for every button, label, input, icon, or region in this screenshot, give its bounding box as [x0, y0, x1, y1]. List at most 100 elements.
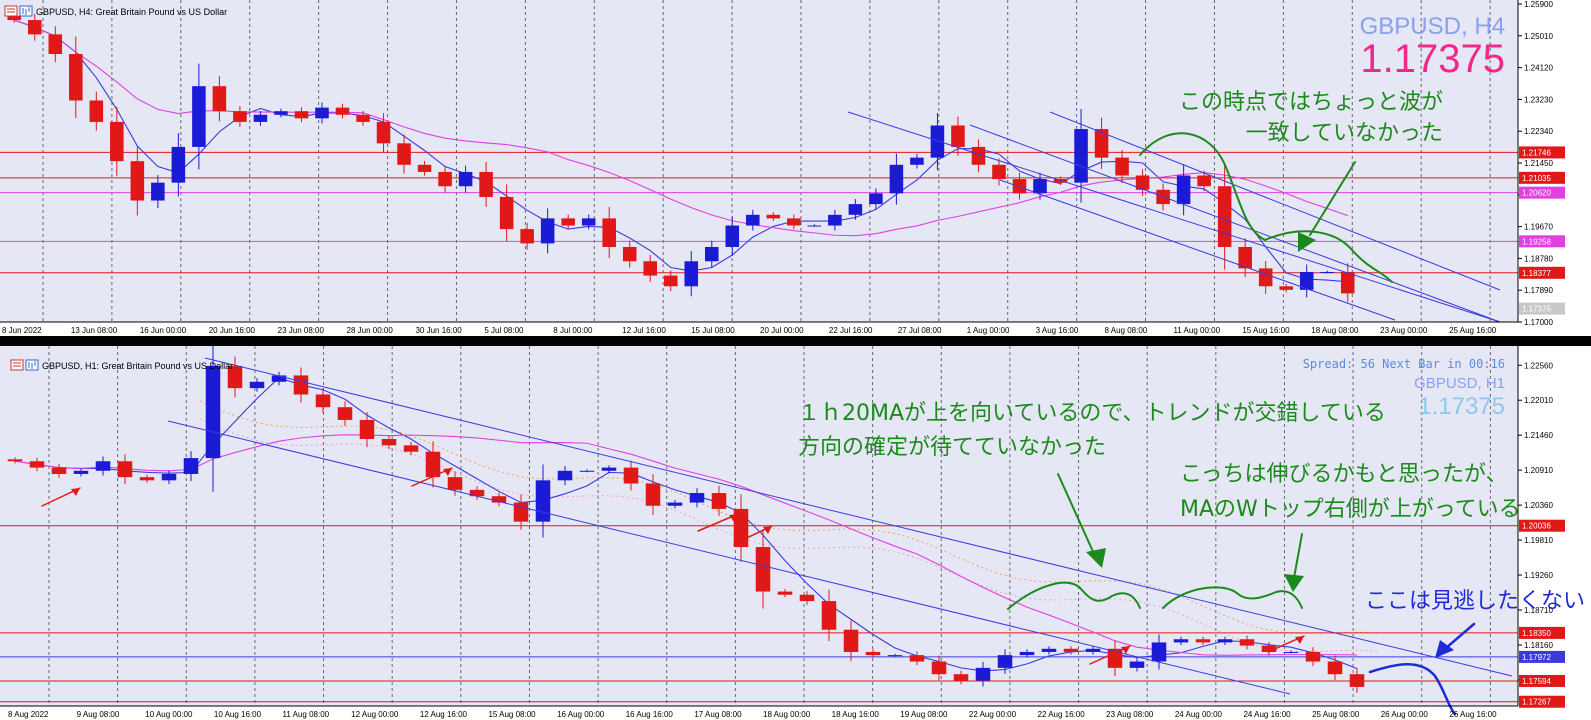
h4-chart-svg[interactable]: 1.25900 1.25010 1.24120 1.23230 1.22340 1.214…	[0, 0, 1591, 336]
candle-body	[403, 445, 419, 452]
y-tick-label: 1.22560	[1524, 361, 1553, 370]
candle-body	[557, 470, 573, 481]
candle-body	[623, 467, 639, 484]
candle-body	[397, 143, 411, 165]
price-level-label: 1.20620	[1522, 189, 1551, 198]
price-level-tag	[1519, 695, 1565, 708]
candle-body	[755, 547, 771, 592]
y-tick-label: 1.20910	[1524, 466, 1553, 475]
candle-body	[777, 591, 793, 595]
candle	[1107, 640, 1123, 676]
candle-body	[479, 171, 493, 197]
candle	[438, 165, 452, 193]
candle	[1197, 170, 1211, 192]
h4-annotation-line2: 一致していなかった	[1246, 121, 1443, 146]
candle-body	[337, 407, 353, 420]
candle	[684, 251, 699, 297]
candle-body	[89, 100, 104, 122]
h4-window-icon[interactable]	[4, 5, 18, 17]
candle-body	[95, 461, 111, 471]
x-tick-label: 5 Jul 08:00	[484, 326, 524, 335]
x-tick-label: 22 Jul 16:00	[829, 326, 873, 335]
candle	[271, 371, 287, 386]
price-level-label: 1.21035	[1522, 174, 1551, 183]
y-tick-label: 1.19810	[1524, 536, 1553, 545]
h1-chart-panel[interactable]: 1.22560 1.22010 1.21460 1.20910 1.20360 1.198…	[0, 346, 1591, 720]
x-tick-label: 8 Jun 2022	[2, 326, 42, 335]
candle	[95, 456, 111, 476]
candle	[1349, 668, 1365, 693]
candle-body	[1217, 639, 1233, 643]
candle-body	[139, 477, 155, 481]
candle-body	[581, 218, 596, 226]
candle	[183, 451, 199, 481]
candle-body	[746, 214, 760, 226]
candle-body	[1320, 271, 1334, 273]
candle	[807, 224, 822, 227]
candle-body	[1176, 175, 1191, 205]
h1-chart-svg[interactable]: 1.22560 1.22010 1.21460 1.20910 1.20360 1.198…	[0, 346, 1591, 720]
candle	[356, 110, 370, 126]
candle	[315, 102, 329, 124]
candle-body	[889, 164, 904, 194]
candle	[1129, 657, 1145, 672]
channel-lower-line[interactable]	[999, 179, 1396, 321]
candle-body	[725, 225, 740, 247]
h1-annotation1-line2: 方向の確定が待てていなかった	[798, 435, 1106, 460]
x-tick-label: 22 Aug 16:00	[1038, 710, 1086, 719]
candle	[1033, 172, 1047, 200]
pointer-arrowhead	[1435, 640, 1454, 658]
candle	[73, 468, 89, 477]
x-tick-label: 11 Aug 08:00	[283, 710, 330, 719]
x-tick-label: 13 Jun 08:00	[71, 326, 118, 335]
wave-sketch-line	[1368, 663, 1457, 716]
candle-body	[417, 164, 432, 172]
h4-trend-channel[interactable]	[847, 111, 1501, 323]
y-tick-label: 1.18710	[1524, 606, 1553, 615]
candle	[337, 401, 353, 426]
h1-trend-channel[interactable]	[167, 357, 1513, 695]
x-tick-label: 12 Aug 16:00	[420, 710, 468, 719]
candle-body	[910, 157, 924, 165]
candle	[469, 486, 485, 500]
candle-body	[274, 111, 288, 115]
candle	[869, 188, 883, 210]
h1-symbol-icon[interactable]	[25, 359, 39, 371]
candle	[151, 175, 165, 209]
candle-body	[130, 161, 145, 201]
h4-symbol-icon[interactable]	[19, 5, 33, 17]
price-level-label: 1.20036	[1522, 522, 1551, 531]
candle	[315, 388, 331, 414]
candle	[1041, 646, 1057, 655]
candle	[579, 469, 595, 473]
candle	[359, 411, 375, 448]
candle-body	[356, 114, 370, 122]
candle	[1135, 169, 1150, 197]
candle	[249, 378, 265, 392]
x-tick-label: 9 Aug 08:00	[77, 710, 120, 719]
candle-body	[1283, 651, 1299, 653]
price-level-label: 1.18350	[1522, 629, 1551, 638]
channel-extra-line[interactable]	[1049, 111, 1501, 291]
candle-body	[161, 473, 177, 481]
candle	[69, 36, 83, 119]
channel-lower-line[interactable]	[167, 420, 1291, 695]
y-tick-label: 1.18160	[1524, 641, 1553, 650]
x-tick-label: 10 Aug 16:00	[214, 710, 262, 719]
candle-body	[7, 15, 22, 21]
h1-window-icon[interactable]	[10, 359, 24, 371]
candle-body	[294, 111, 309, 119]
x-tick-label: 27 Jul 08:00	[898, 326, 942, 335]
candle	[205, 346, 221, 492]
pointer-arrow-line	[1309, 161, 1356, 236]
channel-upper-line[interactable]	[847, 111, 1501, 323]
candle	[766, 212, 781, 221]
h4-chart-panel[interactable]: 1.25900 1.25010 1.24120 1.23230 1.22340 1.214…	[0, 0, 1591, 336]
candle	[663, 270, 678, 292]
candle-body	[438, 171, 452, 187]
channel-upper-line[interactable]	[204, 357, 1513, 677]
candle	[643, 254, 657, 282]
channel-mid-line[interactable]	[969, 124, 1501, 323]
x-tick-label: 16 Jun 00:00	[140, 326, 187, 335]
candle	[1012, 172, 1027, 200]
